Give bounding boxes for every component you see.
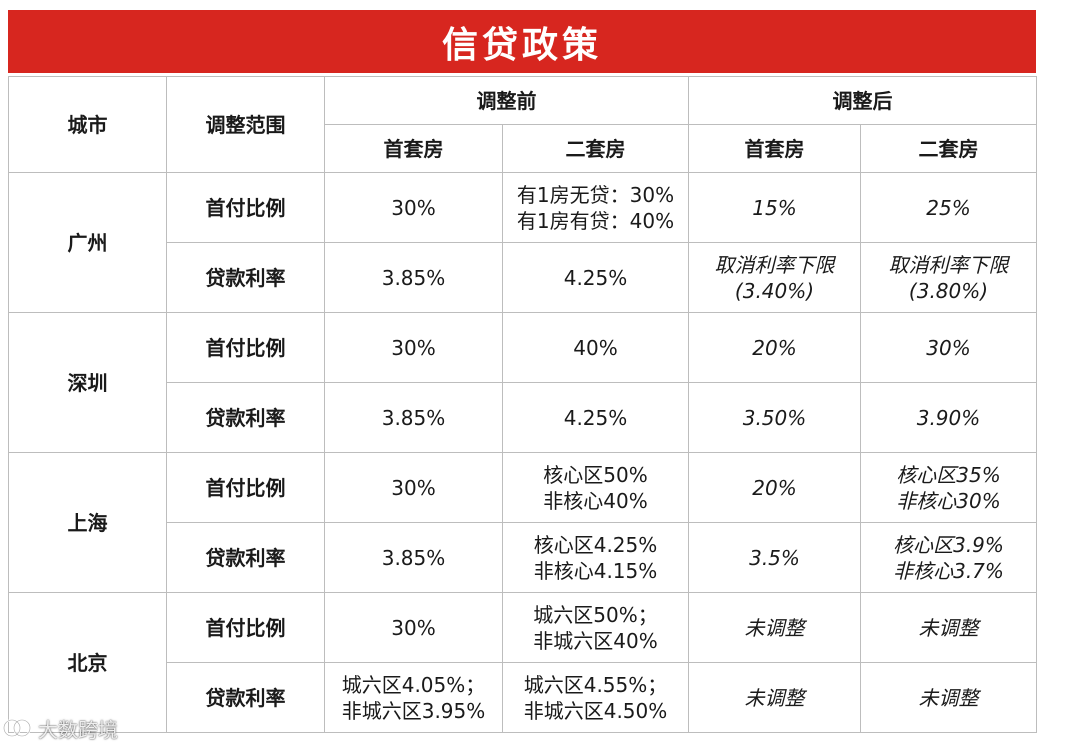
metric-label: 贷款利率: [166, 382, 325, 453]
value-cell-after-second: 3.90%: [860, 382, 1037, 453]
value-line: 有1房有贷：40%: [516, 208, 675, 233]
value-cell-before-first: 3.85%: [324, 242, 503, 313]
value-line: 城六区4.55%；: [523, 672, 668, 697]
city-name: 深圳: [8, 312, 167, 453]
value-line: 非城六区40%: [533, 628, 658, 653]
value-cell-after-first: 20%: [688, 312, 861, 383]
value-cell-before-first: 30%: [324, 312, 503, 383]
value-cell-before-second: 城六区4.55%； 非城六区4.50%: [502, 662, 689, 733]
value-line: 非城六区3.95%: [341, 698, 486, 723]
header-after: 调整后: [688, 76, 1037, 125]
value-cell-before-first: 30%: [324, 452, 503, 523]
watermark-logo-icon: [3, 719, 31, 737]
value-cell-after-second: 取消利率下限 (3.80%): [860, 242, 1037, 313]
value-cell-before-first: 城六区4.05%； 非城六区3.95%: [324, 662, 503, 733]
city-name: 北京: [8, 592, 167, 733]
value-cell-after-first: 未调整: [688, 662, 861, 733]
watermark-text: 大数跨境: [38, 717, 118, 742]
value-cell-after-second: 未调整: [860, 592, 1037, 663]
table-row: 北京 首付比例 30% 城六区50%； 非城六区40% 未调整 未调整: [8, 592, 1037, 733]
value-line: 非城六区4.50%: [523, 698, 668, 723]
table-body: 广州 首付比例 30% 有1房无贷：30% 有1房有贷：40% 15% 25% 贷款利率 3.8…: [8, 172, 1037, 733]
table-row: 上海 首付比例 30% 核心区50% 非核心40% 20% 核心区35% 非核心30%: [8, 452, 1037, 593]
value-cell-after-first: 15%: [688, 172, 861, 243]
page-title: 信贷政策: [8, 10, 1036, 73]
value-cell-after-first: 未调整: [688, 592, 861, 663]
value-line: 核心区3.9%: [893, 532, 1004, 557]
value-line: 取消利率下限: [714, 252, 835, 277]
value-cell-after-second: 25%: [860, 172, 1037, 243]
value-cell-before-second: 4.25%: [502, 242, 689, 313]
value-cell-before-second: 核心区50% 非核心40%: [502, 452, 689, 523]
header-city: 城市: [8, 76, 167, 173]
value-line: 城六区50%；: [533, 602, 658, 627]
metric-label: 贷款利率: [166, 662, 325, 733]
value-line: (3.40%): [734, 278, 815, 303]
value-line: 核心区4.25%: [533, 532, 658, 557]
city-name: 上海: [8, 452, 167, 593]
metric-label: 首付比例: [166, 312, 325, 383]
value-cell-before-second: 4.25%: [502, 382, 689, 453]
value-line: 非核心3.7%: [893, 558, 1004, 583]
value-cell-before-first: 30%: [324, 172, 503, 243]
value-cell-before-first: 30%: [324, 592, 503, 663]
table-row: 深圳 首付比例 30% 40% 20% 30%: [8, 312, 1037, 453]
value-cell-before-second: 40%: [502, 312, 689, 383]
metric-label: 首付比例: [166, 452, 325, 523]
value-cell-after-first: 取消利率下限 (3.40%): [688, 242, 861, 313]
value-line: 有1房无贷：30%: [516, 182, 675, 207]
table-row: 贷款利率 3.85% 4.25% 3.50% 3.90%: [9, 382, 1037, 453]
value-cell-before-second: 有1房无贷：30% 有1房有贷：40%: [502, 172, 689, 243]
metric-label: 首付比例: [166, 592, 325, 663]
header-before: 调整前: [324, 76, 689, 125]
value-cell-after-first: 3.5%: [688, 522, 861, 593]
value-cell-before-second: 核心区4.25% 非核心4.15%: [502, 522, 689, 593]
table-row: 广州 首付比例 30% 有1房无贷：30% 有1房有贷：40% 15% 25%: [8, 172, 1037, 313]
value-line: 取消利率下限: [888, 252, 1009, 277]
value-cell-before-second: 城六区50%； 非城六区40%: [502, 592, 689, 663]
watermark: 大数跨境: [2, 713, 118, 743]
value-cell-before-first: 3.85%: [324, 382, 503, 453]
table-row: 贷款利率 城六区4.05%； 非城六区3.95% 城六区4.55%； 非城六区4.50%…: [9, 662, 1037, 733]
metric-label: 贷款利率: [166, 522, 325, 593]
city-name: 广州: [8, 172, 167, 313]
metric-label: 首付比例: [166, 172, 325, 243]
value-cell-after-second: 核心区3.9% 非核心3.7%: [860, 522, 1037, 593]
value-cell-after-first: 20%: [688, 452, 861, 523]
value-cell-before-first: 3.85%: [324, 522, 503, 593]
value-line: (3.80%): [908, 278, 989, 303]
value-line: 非核心40%: [543, 488, 648, 513]
value-line: 非核心4.15%: [533, 558, 658, 583]
header-after-second-home: 二套房: [860, 124, 1037, 173]
value-line: 非核心30%: [896, 488, 1001, 513]
value-cell-after-second: 30%: [860, 312, 1037, 383]
value-cell-after-second: 未调整: [860, 662, 1037, 733]
header-scope: 调整范围: [166, 76, 325, 173]
value-cell-after-second: 核心区35% 非核心30%: [860, 452, 1037, 523]
value-line: 城六区4.05%；: [341, 672, 486, 697]
value-line: 核心区50%: [543, 462, 648, 487]
credit-policy-table: 城市 调整范围 调整前 调整后 首套房 二套房 首套房 二套房 广州 首付比例 30…: [8, 76, 1037, 733]
header-before-second-home: 二套房: [502, 124, 689, 173]
header-before-first-home: 首套房: [324, 124, 503, 173]
value-cell-after-first: 3.50%: [688, 382, 861, 453]
header-after-first-home: 首套房: [688, 124, 861, 173]
metric-label: 贷款利率: [166, 242, 325, 313]
value-line: 核心区35%: [896, 462, 1001, 487]
